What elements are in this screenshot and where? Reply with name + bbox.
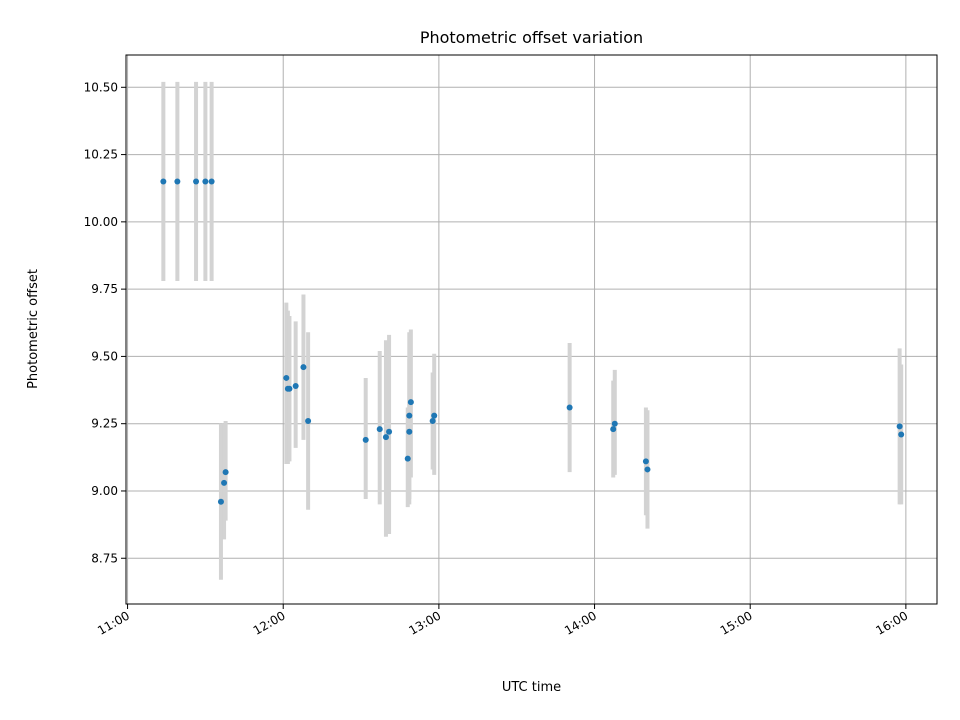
y-axis-ticks: 8.75 9.00 9.25 9.50 9.75 10.00 10.25 10.50 — [84, 80, 126, 565]
y-tick-label: 10.00 — [84, 215, 118, 229]
y-tick-label: 8.75 — [91, 551, 118, 565]
y-tick-label: 9.50 — [91, 349, 118, 363]
x-tick-label: 11:00 — [95, 608, 132, 637]
data-point — [222, 469, 229, 476]
y-tick-label: 9.00 — [91, 484, 118, 498]
x-tick-label: 13:00 — [406, 608, 443, 637]
data-point — [382, 434, 389, 441]
data-point — [566, 404, 573, 411]
x-axis-label: UTC time — [502, 680, 561, 695]
data-point — [300, 364, 307, 371]
x-tick-label: 12:00 — [251, 608, 288, 637]
data-point — [610, 426, 617, 433]
data-point — [305, 418, 312, 424]
data-point — [193, 178, 200, 185]
data-point — [407, 399, 414, 406]
x-tick-label: 14:00 — [562, 608, 599, 637]
data-point — [217, 498, 224, 505]
grid-lines — [126, 55, 937, 604]
data-points — [160, 178, 905, 505]
data-point — [406, 428, 413, 435]
data-point — [898, 431, 905, 438]
y-tick-label: 10.50 — [84, 80, 118, 94]
plot-frame — [125, 54, 938, 605]
data-point — [406, 412, 413, 419]
data-point — [429, 418, 436, 424]
data-point — [221, 479, 228, 486]
x-tick-label: 15:00 — [718, 608, 755, 637]
data-point — [362, 436, 369, 443]
data-point — [404, 455, 411, 462]
data-point — [431, 412, 438, 419]
y-tick-label: 9.25 — [91, 417, 118, 431]
data-point — [386, 428, 393, 435]
data-point — [174, 178, 181, 185]
data-point — [208, 178, 215, 185]
data-point — [286, 385, 293, 392]
data-point — [611, 420, 618, 427]
chart-title: Photometric offset variation — [420, 28, 643, 47]
y-tick-label: 10.25 — [84, 148, 118, 162]
error-bars — [161, 81, 904, 580]
data-point — [160, 178, 167, 185]
data-point — [376, 426, 383, 433]
data-point — [896, 423, 903, 430]
data-point — [202, 178, 209, 185]
y-axis-label: Photometric offset — [26, 269, 41, 389]
data-point — [292, 383, 299, 390]
data-point — [283, 374, 290, 381]
data-point — [642, 458, 649, 465]
x-axis-ticks: 11:00 12:00 13:00 14:00 15:00 16:00 — [95, 604, 910, 638]
y-tick-label: 9.75 — [91, 282, 118, 296]
x-tick-label: 16:00 — [873, 608, 910, 637]
data-point — [644, 466, 651, 473]
